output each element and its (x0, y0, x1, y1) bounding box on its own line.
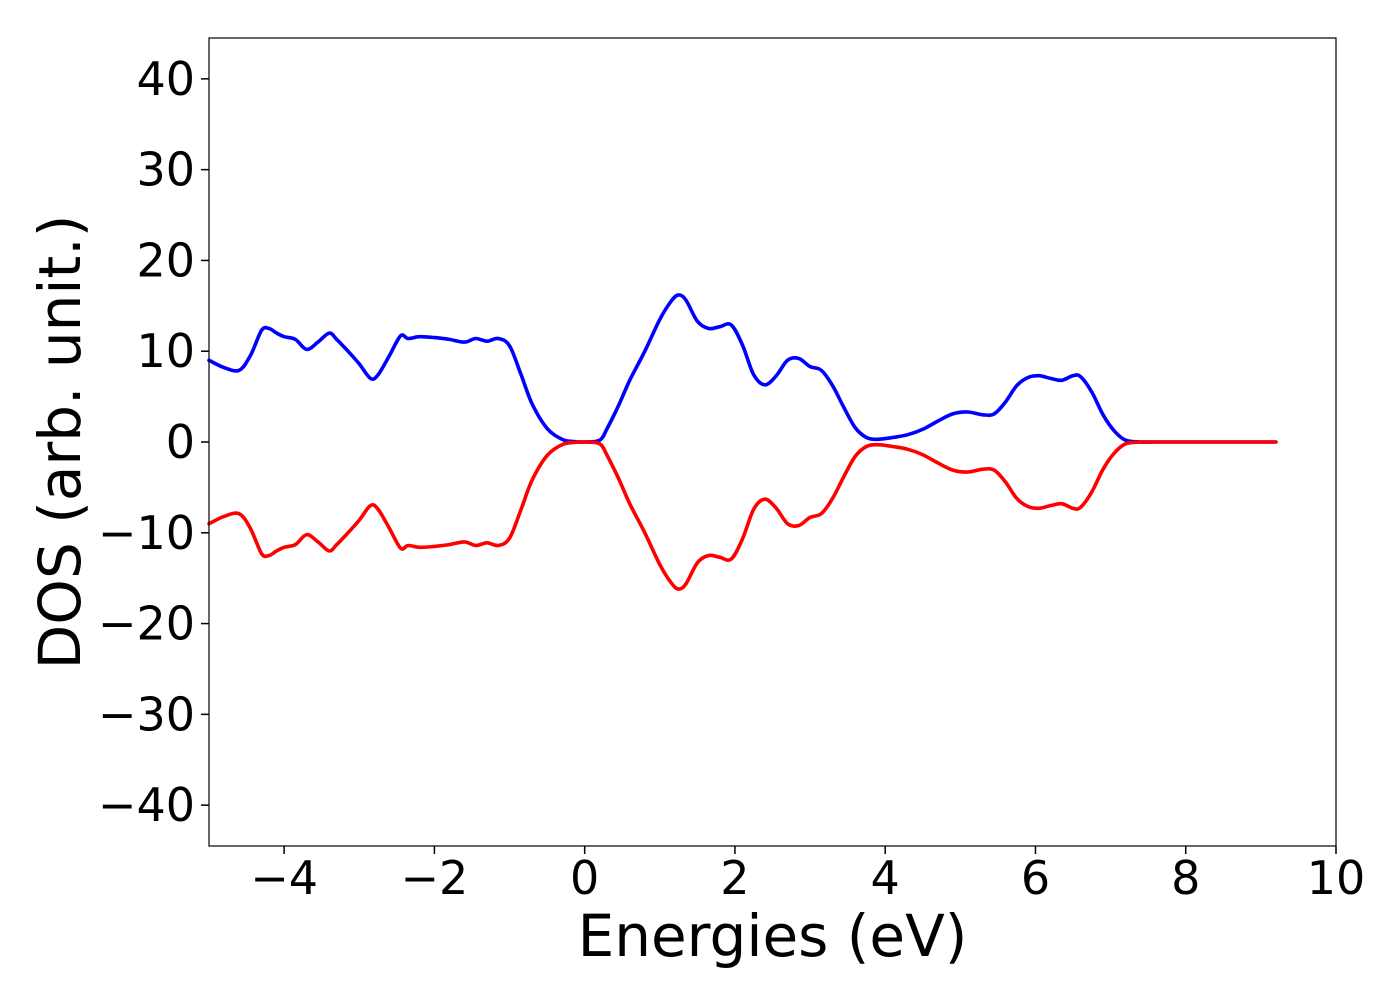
x-tick-label: 2 (720, 851, 749, 905)
x-tick-label: 10 (1307, 851, 1366, 905)
y-axis-title: DOS (arb. unit.) (26, 215, 94, 670)
x-axis-title: Energies (eV) (578, 902, 968, 970)
y-tick-label: 0 (166, 415, 195, 469)
x-tick-label: 8 (1171, 851, 1200, 905)
x-tick-label: 4 (871, 851, 900, 905)
series-line-2 (207, 440, 1278, 591)
x-axis-ticks: −4 −2 0 2 4 6 8 10 (250, 846, 1365, 905)
y-tick-label: −20 (98, 597, 195, 651)
y-tick-label: 20 (136, 233, 195, 287)
series-layer (207, 293, 1278, 591)
y-axis-ticks: −40 −30 −20 −10 0 10 20 30 40 (98, 52, 209, 832)
series-line-1 (207, 293, 1278, 444)
y-tick-label: 30 (136, 143, 195, 197)
y-tick-label: −30 (98, 687, 195, 741)
y-tick-label: −40 (98, 778, 195, 832)
x-tick-label: −4 (250, 851, 318, 905)
x-tick-label: −2 (400, 851, 468, 905)
y-tick-label: 10 (136, 324, 195, 378)
y-tick-label: −10 (98, 506, 195, 560)
x-tick-label: 6 (1021, 851, 1050, 905)
x-tick-label: 0 (570, 851, 599, 905)
y-tick-label: 40 (136, 52, 195, 106)
